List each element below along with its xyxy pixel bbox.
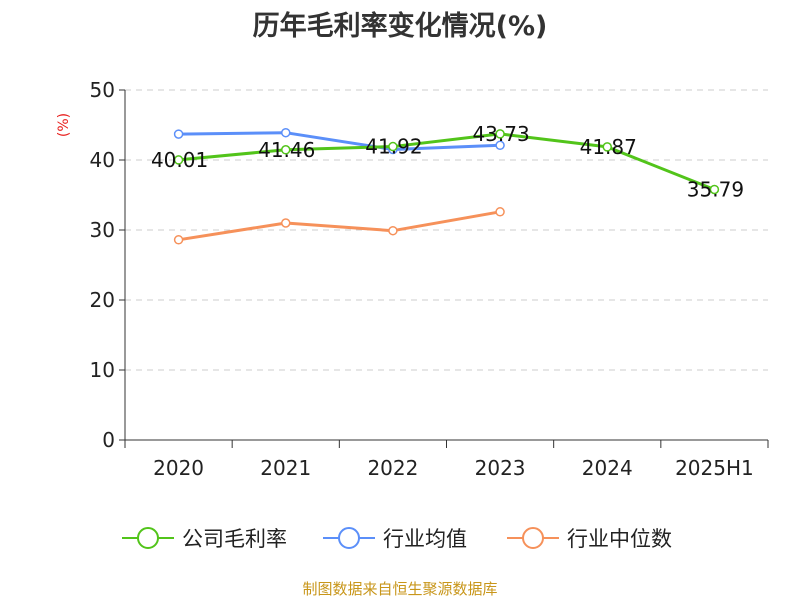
x-tick-label: 2024 xyxy=(582,456,633,480)
series-line xyxy=(178,132,715,191)
legend-label: 行业中位数 xyxy=(567,527,672,551)
source-note: 制图数据来自恒生聚源数据库 xyxy=(302,580,498,598)
data-label: 41.87 xyxy=(580,135,637,159)
data-label: 43.73 xyxy=(472,122,529,146)
y-tick-label: 40 xyxy=(90,148,115,172)
legend-label: 行业均值 xyxy=(383,527,467,551)
series-line xyxy=(178,131,501,151)
data-point xyxy=(173,129,184,139)
data-point xyxy=(495,207,505,217)
legend-label: 公司毛利率 xyxy=(182,527,287,551)
x-tick-label: 2025H1 xyxy=(675,456,754,480)
data-point xyxy=(388,141,398,152)
data-point xyxy=(281,127,291,138)
data-label: 35.79 xyxy=(687,177,744,201)
y-axis-label: (%) xyxy=(56,113,72,137)
data-point xyxy=(173,155,184,165)
data-point xyxy=(709,184,720,195)
data-point xyxy=(495,140,505,151)
data-label: 41.92 xyxy=(365,135,422,159)
data-point xyxy=(173,235,184,245)
legend-marker xyxy=(338,527,360,549)
data-point xyxy=(281,218,291,228)
data-point xyxy=(281,145,291,155)
y-tick-label: 20 xyxy=(90,288,115,312)
data-point xyxy=(388,225,398,236)
y-tick-label: 50 xyxy=(90,78,115,102)
x-tick-label: 2022 xyxy=(367,456,418,480)
chart-title: 历年毛利率变化情况(%) xyxy=(252,11,548,42)
x-tick-label: 2023 xyxy=(475,456,526,480)
data-label: 40.01 xyxy=(151,148,208,172)
y-tick-label: 10 xyxy=(90,358,115,382)
y-tick-label: 30 xyxy=(90,218,115,242)
series-line xyxy=(178,210,501,242)
y-tick-label: 0 xyxy=(102,428,115,452)
legend-marker xyxy=(137,527,159,549)
x-tick-label: 2020 xyxy=(153,456,204,480)
data-label: 41.46 xyxy=(258,138,315,162)
data-point xyxy=(602,142,612,152)
legend-marker xyxy=(522,527,544,549)
x-tick-label: 2021 xyxy=(260,456,311,480)
data-point xyxy=(495,129,505,139)
